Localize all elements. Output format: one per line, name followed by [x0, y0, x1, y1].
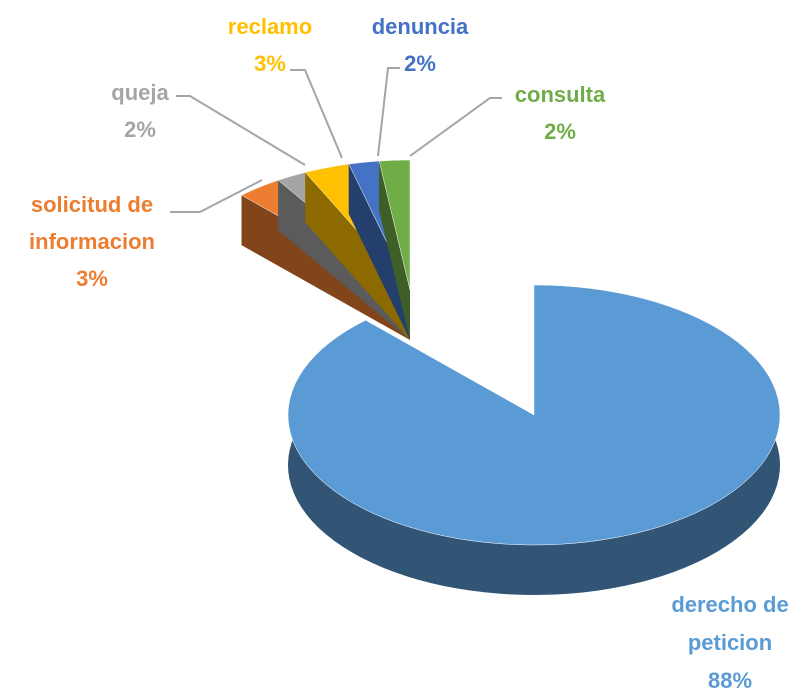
label-queja: queja 2%: [90, 74, 190, 148]
value-label: 2%: [404, 51, 436, 76]
leader-line: [170, 179, 263, 213]
value-label: 3%: [254, 51, 286, 76]
slice: [378, 159, 411, 291]
category-label: queja: [111, 80, 169, 105]
category-label: denuncia: [371, 14, 469, 39]
leader-line: [176, 95, 306, 166]
value-label: 2%: [124, 117, 156, 142]
value-label: 2%: [544, 119, 576, 144]
category-label: solicitud de informacion: [29, 192, 155, 254]
slice-wall: [348, 164, 410, 340]
slice: [287, 284, 781, 546]
label-derecho: derecho de peticion 88%: [645, 586, 803, 700]
leader-line: [290, 69, 343, 159]
label-consulta: consulta 2%: [500, 76, 620, 150]
value-label: 3%: [76, 266, 108, 291]
label-reclamo: reclamo 3%: [215, 8, 325, 82]
leader-line: [409, 97, 502, 157]
category-label: consulta: [514, 82, 606, 107]
label-solicitud: solicitud de informacion 3%: [7, 186, 177, 297]
value-label: 88%: [707, 668, 753, 693]
slice-wall: [379, 161, 410, 340]
category-label: derecho de peticion: [671, 592, 789, 655]
category-label: reclamo: [227, 14, 313, 39]
label-denuncia: denuncia 2%: [360, 8, 480, 82]
leader-line: [377, 67, 400, 157]
slice-wall: [305, 172, 410, 340]
pie: [241, 159, 781, 595]
